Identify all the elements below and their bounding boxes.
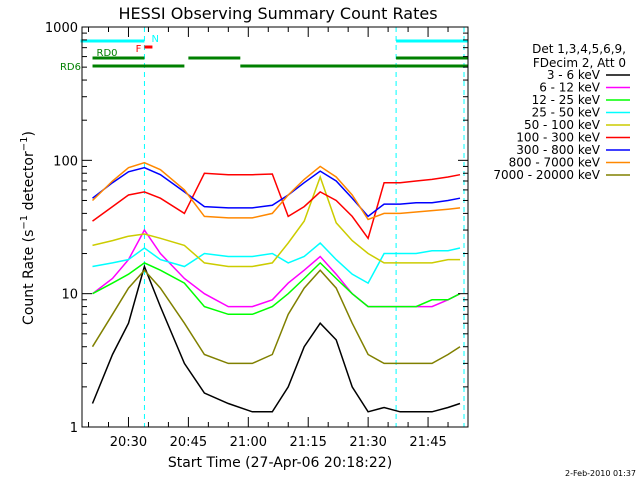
series-lines <box>91 161 461 413</box>
y-tick-label: 1000 <box>45 21 78 36</box>
series-line-12-25-kev <box>92 261 461 316</box>
legend-label-800-7000-kev: 800 - 7000 keV <box>509 156 601 170</box>
flag-label-rd0: RD0 <box>97 48 118 59</box>
x-tick-label: 21:45 <box>409 435 446 450</box>
legend-label-6-12-kev: 6 - 12 keV <box>539 81 601 95</box>
legend-label-50-100-kev: 50 - 100 keV <box>524 118 601 132</box>
y-axis-ticks: 1 10 100 1000 <box>45 21 468 436</box>
series-line-7000-20000-kev <box>91 269 461 365</box>
footer-timestamp: 2-Feb-2010 01:37 <box>565 469 636 478</box>
x-tick-label: 21:00 <box>230 435 267 450</box>
flag-label-f: F <box>136 44 142 55</box>
y-tick-label: 1 <box>70 421 78 436</box>
series-line-100-300-kev <box>92 172 461 240</box>
legend: Det 1,3,4,5,6,9, FDecim 2, Att 0 3 - 6 k… <box>493 42 630 182</box>
series-line-6-12-kev <box>92 228 461 308</box>
y-axis-label: Count Rate (s−1 detector−1) <box>19 131 37 325</box>
x-axis-label: Start Time (27-Apr-06 20:18:22) <box>168 455 392 471</box>
legend-label-7000-20000-kev: 7000 - 20000 keV <box>493 168 600 182</box>
legend-header-line-1: Det 1,3,4,5,6,9, <box>532 42 626 56</box>
y-tick-label: 100 <box>53 154 78 169</box>
legend-label-3-6-kev: 3 - 6 keV <box>547 68 601 82</box>
x-tick-label: 21:30 <box>349 435 386 450</box>
flag-bars: NF RD0 RD6 <box>60 34 468 73</box>
x-tick-label: 21:15 <box>289 435 326 450</box>
legend-label-25-50-kev: 25 - 50 keV <box>532 106 601 120</box>
chart-title: HESSI Observing Summary Count Rates <box>118 4 437 23</box>
legend-label-12-25-kev: 12 - 25 keV <box>532 93 601 107</box>
flag-label-n: N <box>151 34 158 45</box>
y-tick-label: 10 <box>61 288 78 303</box>
legend-label-300-800-kev: 300 - 800 keV <box>516 143 600 157</box>
series-line-300-800-kev <box>92 166 461 218</box>
x-axis-ticks: 20:30 20:45 21:00 21:15 21:30 21:45 <box>88 27 469 450</box>
flag-label-rd6: RD6 <box>60 62 81 73</box>
legend-label-100-300-kev: 100 - 300 keV <box>516 131 600 145</box>
x-tick-label: 20:45 <box>170 435 207 450</box>
vertical-marker-lines <box>143 27 465 427</box>
legend-header-line-2: FDecim 2, Att 0 <box>533 56 626 70</box>
series-line-25-50-kev <box>92 241 461 285</box>
series-line-800-7000-kev <box>91 161 461 221</box>
series-line-3-6-kev <box>91 264 461 413</box>
plot-frame <box>81 26 469 428</box>
x-tick-label: 20:30 <box>110 435 147 450</box>
series-line-50-100-kev <box>92 174 460 268</box>
